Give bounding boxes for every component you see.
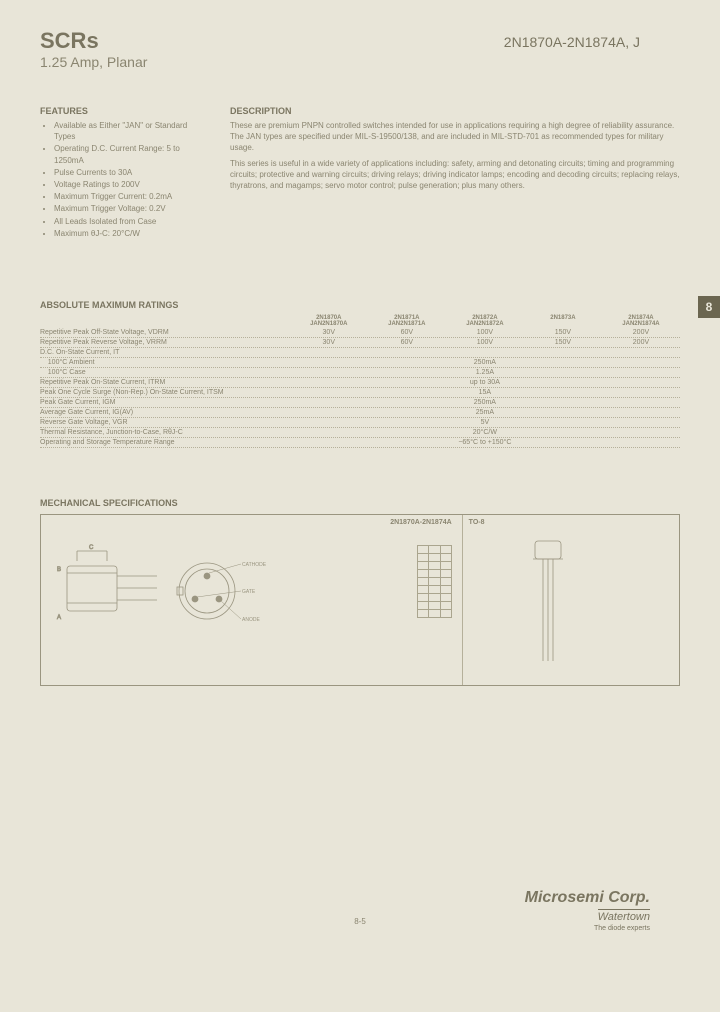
- dim-cell: [429, 569, 440, 577]
- company-location: Watertown: [598, 909, 650, 923]
- ratings-column-header: 2N1873A: [524, 315, 602, 327]
- dimension-table: [417, 545, 452, 618]
- ratings-row: Repetitive Peak Reverse Voltage, VRRM30V…: [40, 338, 680, 348]
- dim-cell: [418, 545, 429, 553]
- dim-cell: [418, 561, 429, 569]
- mech-left-title: 2N1870A-2N1874A: [390, 519, 451, 526]
- mechanical-box: 2N1870A-2N1874A B A C: [40, 514, 680, 686]
- ratings-row: Reverse Gate Voltage, VGR5V: [40, 418, 680, 428]
- dim-cell: [440, 609, 451, 617]
- mech-right-title: TO-8: [469, 519, 485, 526]
- ratings-row: Thermal Resistance, Junction-to-Case, Rθ…: [40, 428, 680, 438]
- page-subtitle: 1.25 Amp, Planar: [40, 54, 680, 70]
- feature-item: Voltage Ratings to 200V: [54, 179, 210, 190]
- description-body: These are premium PNPN controlled switch…: [230, 120, 680, 191]
- svg-text:C: C: [89, 545, 94, 551]
- description-paragraph: This series is useful in a wide variety …: [230, 158, 680, 192]
- dim-cell: [418, 553, 429, 561]
- ratings-row: 100°C Ambient250mA: [40, 358, 680, 368]
- dim-cell: [418, 585, 429, 593]
- ratings-column-header: 2N1874AJAN2N1874A: [602, 315, 680, 327]
- dim-cell: [429, 593, 440, 601]
- dim-cell: [440, 601, 451, 609]
- dim-cell: [429, 601, 440, 609]
- ratings-column-header: 2N1871AJAN2N1871A: [368, 315, 446, 327]
- dim-cell: [429, 577, 440, 585]
- dim-cell: [440, 577, 451, 585]
- to8-outline-icon: [469, 521, 609, 671]
- dim-cell: [418, 601, 429, 609]
- part-number-range: 2N1870A-2N1874A, J: [504, 34, 640, 50]
- pin-label-gate: GATE: [242, 589, 256, 595]
- dim-cell: [418, 577, 429, 585]
- ratings-table: 2N1870AJAN2N1870A2N1871AJAN2N1871A2N1872…: [40, 314, 680, 448]
- ratings-row: Repetitive Peak Off-State Voltage, VDRM3…: [40, 328, 680, 338]
- ratings-row: Peak Gate Current, IGM250mA: [40, 398, 680, 408]
- ratings-heading: ABSOLUTE MAXIMUM RATINGS: [40, 300, 680, 310]
- feature-item: Maximum Trigger Voltage: 0.2V: [54, 203, 210, 214]
- description-paragraph: These are premium PNPN controlled switch…: [230, 120, 680, 154]
- feature-item: All Leads Isolated from Case: [54, 216, 210, 227]
- dim-cell: [429, 585, 440, 593]
- ratings-column-header: 2N1870AJAN2N1870A: [290, 315, 368, 327]
- feature-item: Maximum Trigger Current: 0.2mA: [54, 191, 210, 202]
- svg-text:A: A: [57, 615, 61, 621]
- mechanical-heading: MECHANICAL SPECIFICATIONS: [40, 498, 680, 508]
- dim-cell: [418, 609, 429, 617]
- description-heading: DESCRIPTION: [230, 106, 680, 116]
- section-tab: 8: [698, 296, 720, 318]
- company-tagline: The diode experts: [525, 925, 650, 932]
- mechanical-right-panel: TO-8: [463, 515, 679, 685]
- dim-cell: [429, 545, 440, 553]
- package-drawing-icon: B A C CATHODE GATE ANODE: [47, 521, 297, 671]
- feature-item: Pulse Currents to 30A: [54, 167, 210, 178]
- dim-cell: [440, 585, 451, 593]
- feature-item: Available as Either "JAN" or Standard Ty…: [54, 120, 210, 142]
- ratings-row: D.C. On-State Current, IT: [40, 348, 680, 358]
- page-number: 8-5: [354, 917, 366, 926]
- ratings-column-header: 2N1872AJAN2N1872A: [446, 315, 524, 327]
- feature-item: Maximum θJ-C: 20°C/W: [54, 228, 210, 239]
- ratings-row: Repetitive Peak On-State Current, ITRMup…: [40, 378, 680, 388]
- dim-cell: [429, 609, 440, 617]
- dim-cell: [440, 553, 451, 561]
- dim-cell: [429, 561, 440, 569]
- mechanical-left-panel: 2N1870A-2N1874A B A C: [41, 515, 463, 685]
- dim-cell: [418, 569, 429, 577]
- features-heading: FEATURES: [40, 106, 210, 116]
- pin-label-cathode: CATHODE: [242, 562, 267, 568]
- dim-cell: [440, 561, 451, 569]
- ratings-row: Peak One Cycle Surge (Non-Rep.) On-State…: [40, 388, 680, 398]
- company-name: Microsemi Corp.: [525, 889, 650, 907]
- dim-cell: [418, 593, 429, 601]
- dim-cell: [429, 553, 440, 561]
- dim-cell: [440, 569, 451, 577]
- footer-logo: Microsemi Corp. Watertown The diode expe…: [525, 889, 650, 932]
- ratings-row: Operating and Storage Temperature Range−…: [40, 438, 680, 448]
- ratings-row: Average Gate Current, IG(AV)25mA: [40, 408, 680, 418]
- pin-label-anode: ANODE: [242, 617, 260, 623]
- feature-item: Operating D.C. Current Range: 5 to 1250m…: [54, 143, 210, 165]
- ratings-row: 100°C Case1.25A: [40, 368, 680, 378]
- features-list: Available as Either "JAN" or Standard Ty…: [40, 120, 210, 239]
- dim-cell: [440, 593, 451, 601]
- dim-cell: [440, 545, 451, 553]
- svg-text:B: B: [57, 567, 61, 573]
